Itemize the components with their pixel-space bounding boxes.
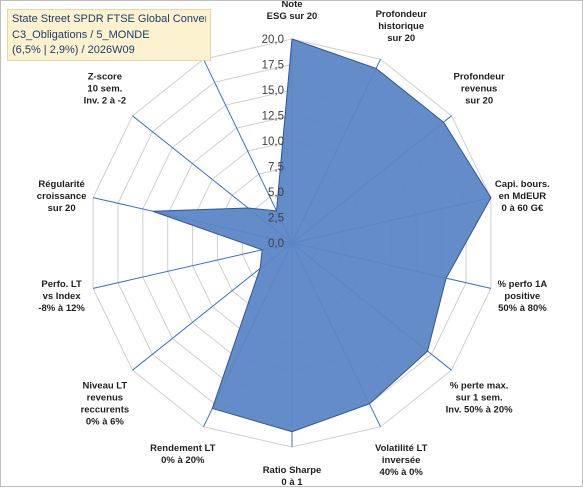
axis-label-line: 0% à 20% <box>161 455 205 466</box>
axis-label: Z-score 10 sem. Inv. 2 à -2 <box>84 71 127 106</box>
axis-label-line: 10 sem. <box>87 83 122 94</box>
axis-label-line: reccurents <box>81 405 130 416</box>
axis-label: Rendement LT 0% à 20% <box>150 443 215 466</box>
axis-label-line: Ratio Sharpe <box>263 465 322 476</box>
axis-label-line: Profondeur <box>376 9 427 20</box>
chart-title-line: State Street SPDR FTSE Global Convertibl <box>12 13 206 25</box>
axis-label-line: sur 20 <box>387 33 415 44</box>
axis-label-line: Inv. 2 à -2 <box>84 95 127 106</box>
axis-label-line: 0 à 60 G€ <box>502 203 544 214</box>
tick-label: 5,0 <box>268 187 284 199</box>
axis-label-line: sur 20 <box>48 203 76 214</box>
tick-label: 17,5 <box>262 60 284 72</box>
axis-label-line: revenus <box>461 83 497 94</box>
axis-label-line: croissance <box>37 191 87 202</box>
tick-label: 10,0 <box>262 136 284 148</box>
axis-label: % perte max. sur 1 sem. Inv. 50% à 20% <box>446 381 513 416</box>
axis-label-line: inversée <box>382 455 421 466</box>
tick-label: 7,5 <box>268 162 284 174</box>
tick-label: 12,5 <box>262 111 284 123</box>
axis-label-line: 0% à 6% <box>86 417 125 428</box>
axis-label-line: historique <box>378 21 424 32</box>
tick-label: 20,0 <box>262 34 284 46</box>
axis-label-line: 40% à 0% <box>380 467 424 478</box>
radar-tick-labels: 0,0 2,5 5,0 7,5 10,0 12,5 15,0 17,5 20,0 <box>262 34 284 250</box>
axis-label-line: sur 20 <box>465 95 493 106</box>
axis-label-line: positive <box>504 291 540 302</box>
axis-label-line: Régularité <box>38 179 84 190</box>
axis-label-line: Niveau LT <box>83 381 128 392</box>
axis-label-line: ESG sur 20 <box>267 11 318 22</box>
axis-label: Capi. bours. en MdEUR 0 à 60 G€ <box>495 179 550 214</box>
axis-label: Perfo. LT vs Index -8% à 12% <box>38 279 85 314</box>
axis-label-line: % perte max. <box>450 381 509 392</box>
axis-label-line: sur 1 sem. <box>456 393 503 404</box>
axis-label-line: Inv. 50% à 20% <box>446 405 513 416</box>
axis-label-line: Volatilité LT <box>375 443 428 454</box>
radar-series <box>152 38 492 433</box>
axis-label-line: Note <box>281 1 302 10</box>
axis-label-line: vs Index <box>43 291 82 302</box>
series-area <box>152 38 492 433</box>
axis-label-line: Z-score <box>88 71 122 82</box>
axis-label: Profondeur revenus sur 20 <box>454 71 505 106</box>
axis-label-line: Perfo. LT <box>41 279 82 290</box>
axis-label-line: Rendement LT <box>150 443 215 454</box>
axis-label: % perfo 1A positive 50% à 80% <box>498 279 548 314</box>
axis-label: Niveau LT revenus reccurents 0% à 6% <box>81 381 130 428</box>
axis-label-line: Capi. bours. <box>495 179 550 190</box>
axis-label: Régularité croissance sur 20 <box>37 179 87 214</box>
axis-label-line: 50% à 80% <box>498 303 547 314</box>
axis-label-line: -8% à 12% <box>38 303 85 314</box>
axis-label-line: revenus <box>87 393 123 404</box>
axis-label: Ratio Sharpe 0 à 1 <box>263 465 322 488</box>
tick-label: 0,0 <box>268 238 284 250</box>
tick-label: 15,0 <box>262 85 284 97</box>
axis-label-line: Profondeur <box>454 71 505 82</box>
tick-label: 2,5 <box>268 213 284 225</box>
axis-label: Volatilité LT inversée 40% à 0% <box>375 443 428 478</box>
axis-label-line: en MdEUR <box>499 191 547 202</box>
axis-label: Profondeur historique sur 20 <box>376 9 427 44</box>
axis-label-line: % perfo 1A <box>498 279 548 290</box>
chart-title-box: State Street SPDR FTSE Global Convertibl… <box>7 9 211 61</box>
chart-title-line: (6,5% | 2,9%) / 2026W09 <box>12 44 135 56</box>
axis-label-line: 0 à 1 <box>281 477 303 488</box>
radar-spoke <box>93 242 293 289</box>
chart-title-line: C3_Obligations / 5_MONDE <box>12 28 150 41</box>
axis-label: Note ESG sur 20 <box>267 1 318 22</box>
